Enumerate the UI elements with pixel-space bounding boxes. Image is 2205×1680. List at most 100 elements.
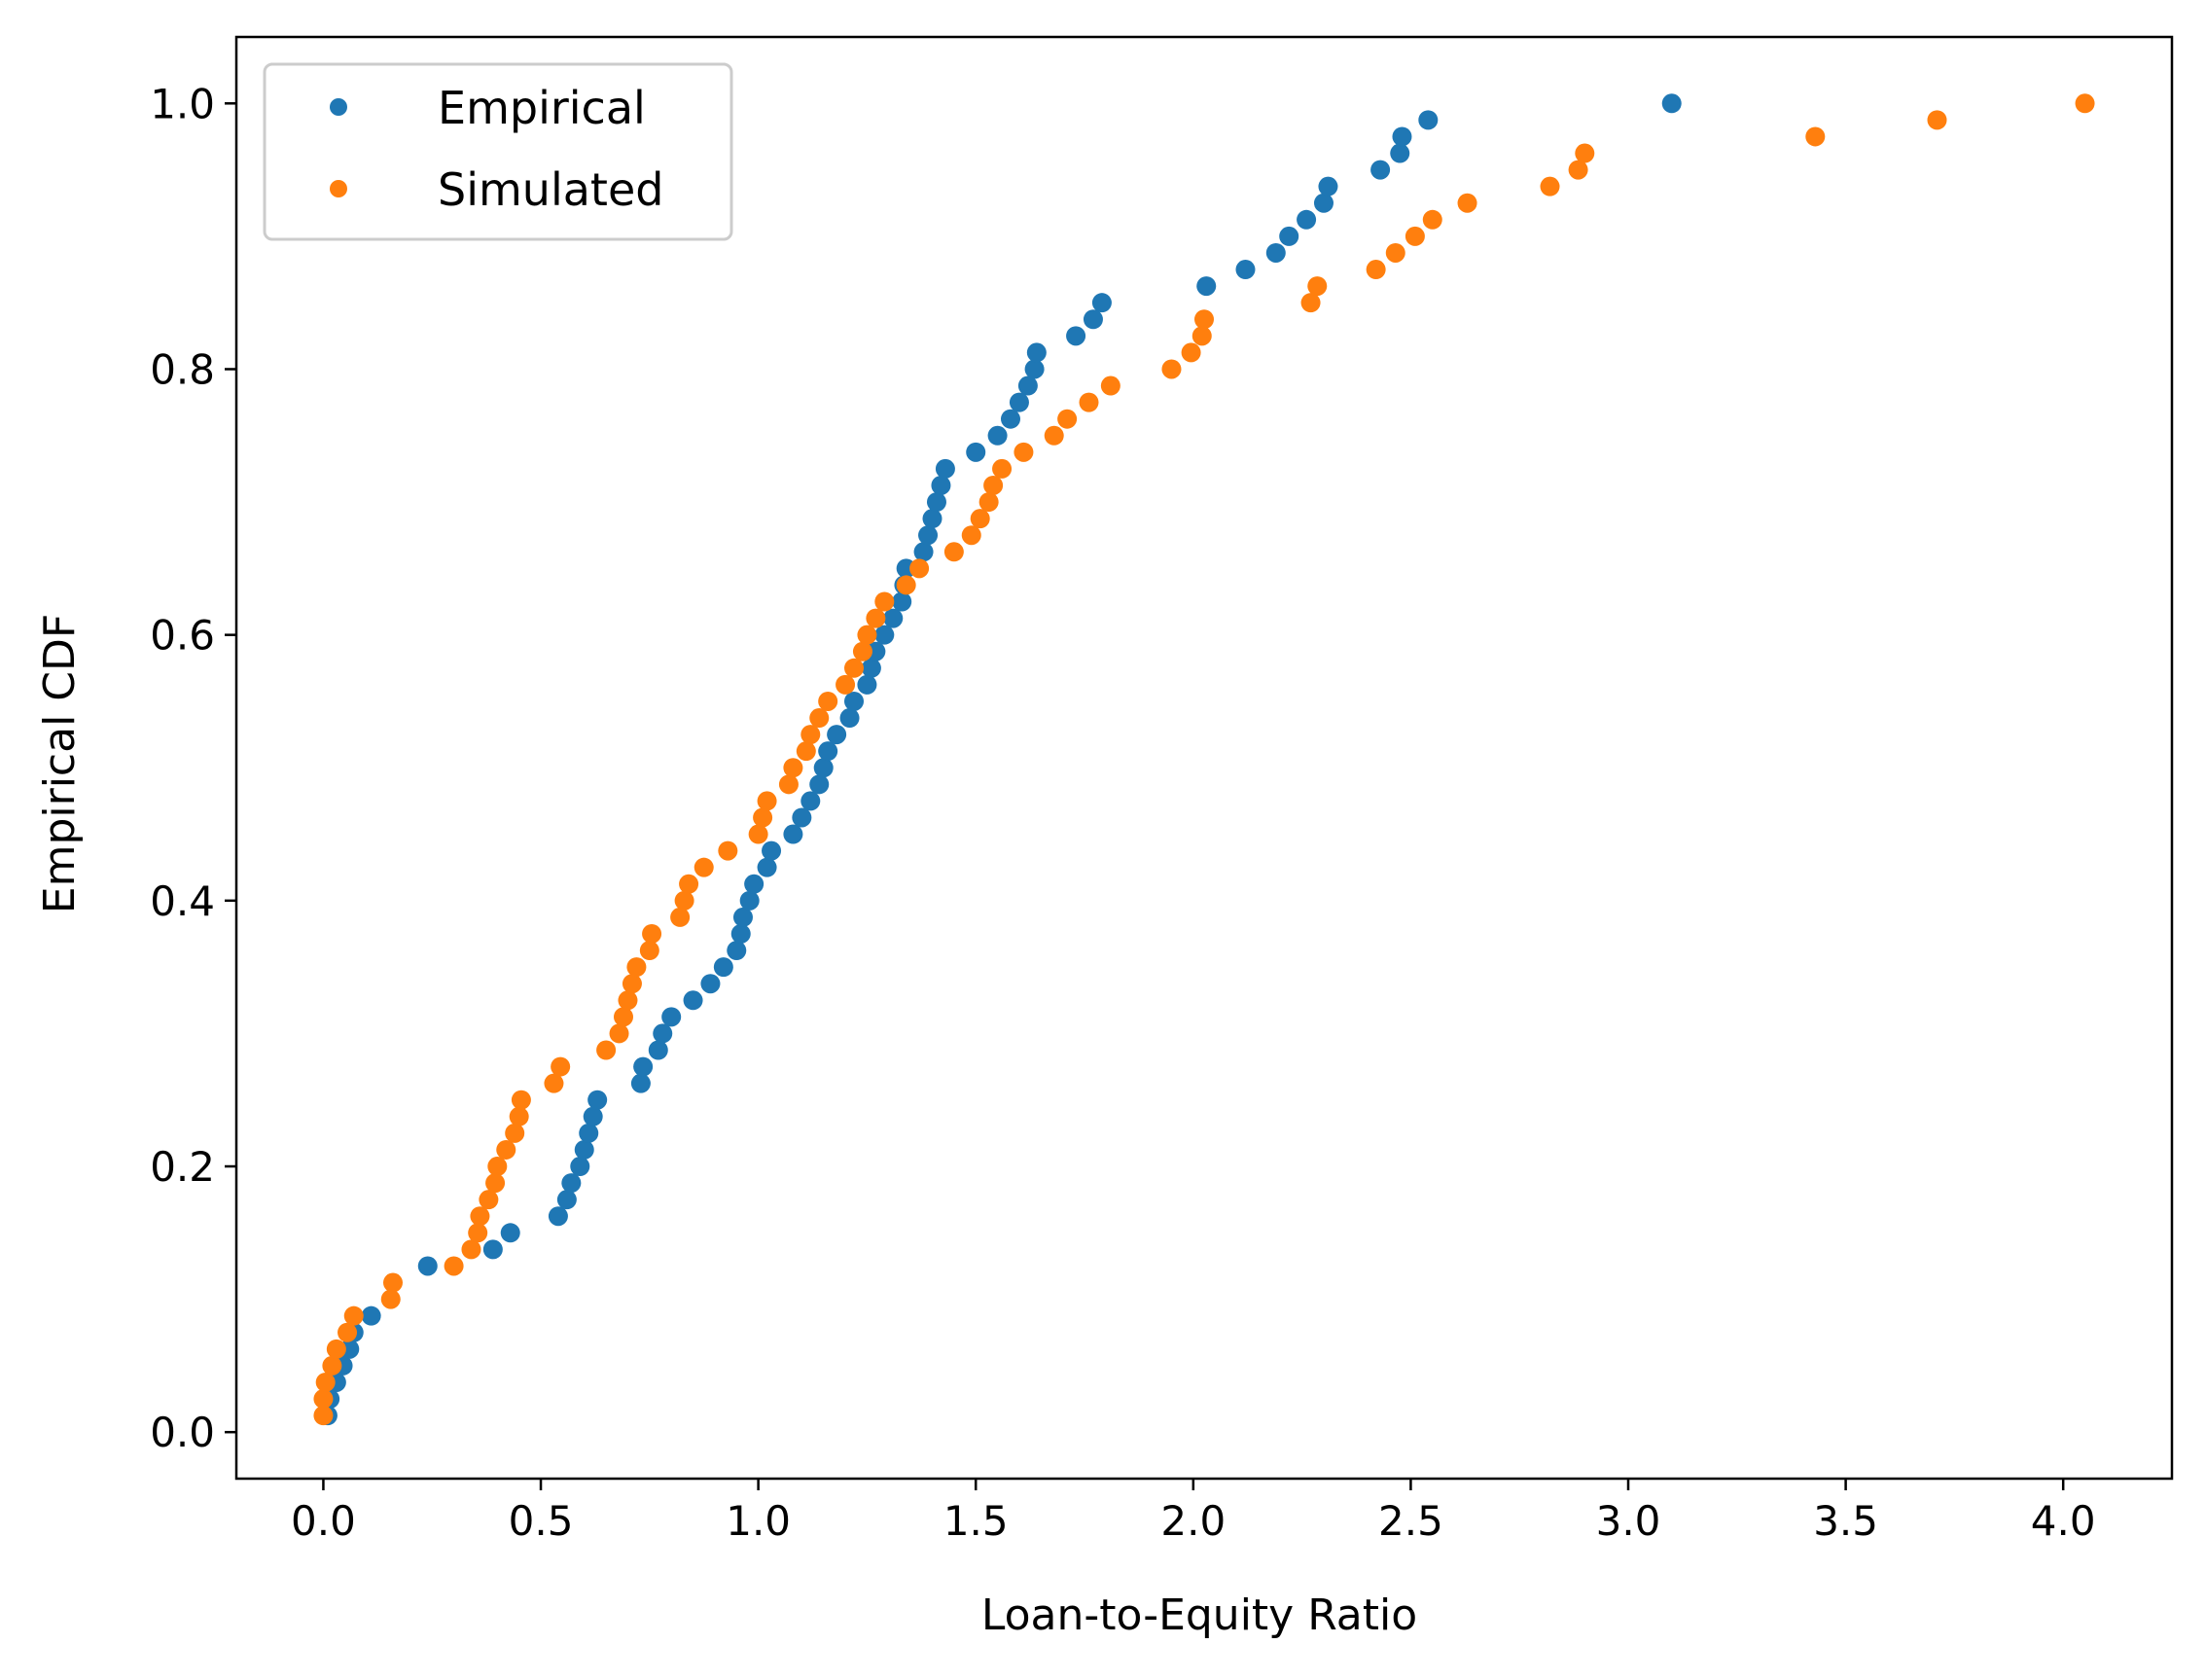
simulated-point — [1457, 193, 1477, 213]
empirical-point — [1390, 143, 1410, 163]
empirical-point — [1370, 160, 1391, 180]
empirical-point — [783, 824, 803, 844]
empirical-point — [633, 1056, 654, 1077]
empirical-point — [648, 1040, 668, 1060]
empirical-point — [1017, 375, 1038, 396]
simulated-point — [718, 840, 738, 861]
y-tick-label: 0.4 — [150, 877, 215, 925]
x-tick-label: 2.0 — [1160, 1497, 1226, 1545]
y-tick-label: 1.0 — [150, 80, 215, 127]
simulated-point — [1366, 260, 1386, 280]
simulated-point — [978, 492, 999, 513]
legend-frame — [263, 62, 733, 241]
empirical-point — [1279, 226, 1299, 246]
simulated-point — [596, 1040, 617, 1060]
empirical-point — [792, 807, 812, 828]
y-tick-label: 0.0 — [150, 1409, 215, 1456]
simulated-point — [444, 1256, 464, 1276]
simulated-point — [836, 674, 856, 695]
simulated-point — [1161, 359, 1182, 379]
empirical-point — [861, 658, 881, 678]
empirical-point — [918, 525, 939, 546]
empirical-point — [813, 758, 834, 778]
x-tick-label: 2.5 — [1378, 1497, 1443, 1545]
empirical-point — [1235, 260, 1256, 280]
simulated-point — [1191, 326, 1212, 346]
simulated-point — [511, 1090, 531, 1110]
empirical-point — [1001, 409, 1020, 429]
y-tick-label: 0.6 — [150, 612, 215, 660]
empirical-point — [744, 874, 765, 894]
empirical-point — [630, 1073, 651, 1093]
simulated-point — [1181, 342, 1201, 363]
legend-label-empirical: Empirical — [438, 82, 646, 134]
legend-marker-simulated — [330, 180, 347, 197]
simulated-point — [783, 758, 803, 778]
simulated-point — [896, 575, 916, 595]
simulated-point — [857, 625, 877, 645]
empirical-point — [818, 741, 838, 762]
simulated-point — [800, 725, 821, 745]
empirical-point — [1392, 126, 1412, 147]
empirical-point — [556, 1190, 577, 1210]
empirical-point — [883, 608, 904, 628]
simulated-point — [1385, 242, 1405, 263]
simulated-point — [639, 941, 659, 961]
empirical-point — [739, 890, 760, 911]
simulated-point — [778, 774, 799, 795]
empirical-point — [1066, 326, 1086, 346]
empirical-point — [1265, 242, 1286, 263]
empirical-point — [966, 442, 986, 462]
simulated-point — [679, 874, 699, 894]
simulated-point — [509, 1106, 529, 1126]
simulated-point — [694, 857, 714, 877]
simulated-point — [753, 807, 773, 828]
series-simulated-markers — [313, 93, 2095, 1426]
empirical-point — [926, 492, 946, 513]
simulated-point — [818, 691, 838, 711]
simulated-point — [1194, 309, 1214, 330]
y-axis-label: Empirical CDF — [35, 614, 85, 913]
x-tick-label: 1.5 — [943, 1497, 1009, 1545]
empirical-point — [931, 475, 951, 495]
simulated-point — [1927, 110, 1947, 130]
simulated-point — [487, 1157, 508, 1177]
x-tick-label: 3.5 — [1813, 1497, 1878, 1545]
simulated-point — [796, 741, 816, 762]
simulated-point — [622, 974, 642, 994]
empirical-point — [1026, 342, 1047, 363]
empirical-point — [922, 509, 942, 529]
simulated-point — [614, 1007, 633, 1027]
x-axis: 0.0 0.5 1.0 1.5 2.0 2.5 3.0 3.5 4.0 — [291, 1479, 2096, 1545]
simulated-point — [382, 1272, 403, 1293]
empirical-point — [762, 840, 782, 861]
y-tick-label: 0.8 — [150, 345, 215, 393]
simulated-point — [626, 957, 647, 978]
empirical-point — [1024, 359, 1045, 379]
legend-label-simulated: Simulated — [438, 163, 663, 216]
simulated-point — [618, 990, 638, 1011]
empirical-point — [730, 923, 751, 944]
empirical-point — [1091, 293, 1112, 313]
simulated-point — [1100, 375, 1120, 396]
simulated-point — [1575, 143, 1595, 163]
simulated-point — [642, 923, 662, 944]
empirical-point — [1196, 276, 1217, 297]
y-axis: 0.0 0.2 0.4 0.6 0.8 1.0 — [150, 80, 236, 1456]
empirical-point — [570, 1157, 590, 1177]
simulated-point — [992, 458, 1013, 479]
simulated-point — [313, 1389, 334, 1410]
simulated-point — [468, 1223, 488, 1243]
empirical-point — [800, 791, 821, 811]
empirical-point — [987, 425, 1008, 446]
legend: Empirical Simulated — [263, 62, 733, 241]
empirical-point — [417, 1256, 438, 1276]
empirical-point — [548, 1206, 568, 1227]
simulated-point — [544, 1073, 564, 1093]
empirical-point — [700, 974, 721, 994]
simulated-point — [338, 1322, 358, 1342]
simulated-point — [461, 1239, 481, 1260]
empirical-point — [892, 591, 912, 612]
simulated-point — [866, 608, 886, 628]
